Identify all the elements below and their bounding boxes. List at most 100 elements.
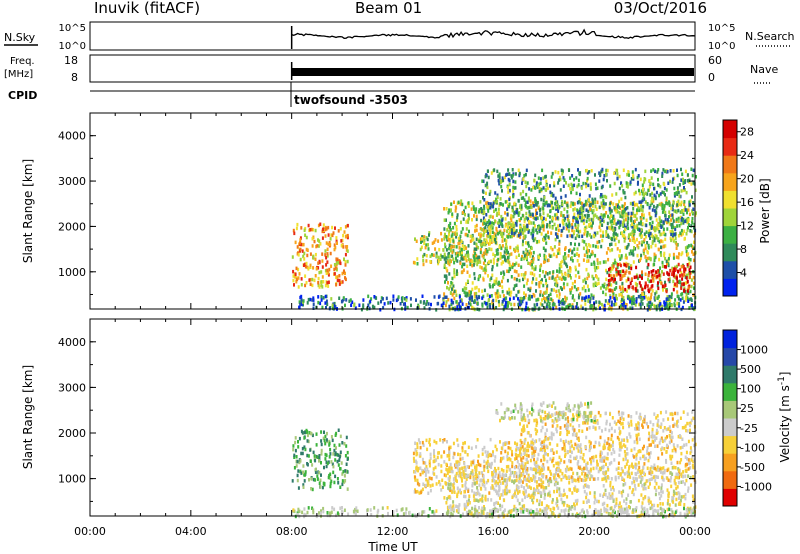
power-cell (654, 296, 657, 300)
power-cell (420, 245, 423, 250)
velocity-cell (343, 474, 346, 478)
power-cell (456, 305, 459, 309)
power-cell (677, 269, 679, 274)
power-cell (605, 268, 608, 273)
velocity-cell (333, 448, 336, 453)
power-cell (570, 190, 573, 195)
power-cell (581, 239, 584, 243)
velocity-cell (573, 502, 575, 506)
power-cell (475, 295, 478, 299)
power-cell (569, 248, 572, 252)
power-cell (683, 208, 685, 212)
power-cell (425, 254, 428, 258)
power-cell (409, 297, 412, 301)
power-cell (656, 170, 659, 174)
power-cell (587, 259, 590, 263)
power-cell (560, 260, 563, 265)
power-cell (575, 191, 578, 196)
velocity-cell (310, 487, 313, 491)
velocity-cell (315, 443, 318, 447)
power-cell (315, 244, 318, 249)
velocity-cell (320, 452, 323, 456)
power-cell (475, 242, 478, 246)
power-cell (302, 303, 304, 307)
power-cell (448, 251, 450, 256)
power-cell (445, 248, 448, 252)
power-cell (625, 253, 627, 258)
power-cell (636, 175, 639, 180)
power-cell (634, 225, 637, 229)
velocity-cell (306, 430, 309, 434)
power-cell (401, 299, 404, 303)
power-cell (558, 242, 561, 246)
power-cell (575, 219, 578, 224)
power-cell (624, 217, 627, 222)
power-cell (615, 293, 618, 298)
power-cell (595, 266, 598, 270)
power-cell (336, 241, 338, 245)
power-cell (468, 301, 470, 305)
power-cell (655, 218, 658, 222)
power-cell (569, 288, 572, 292)
power-cell (590, 293, 593, 297)
power-cell (337, 229, 340, 233)
velocity-cell (646, 510, 649, 514)
power-cell (686, 263, 689, 267)
power-cell (670, 232, 673, 237)
power-cell (455, 300, 458, 304)
power-cell (592, 233, 595, 238)
power-cell (678, 304, 681, 308)
power-cell (654, 243, 657, 248)
power-cell (458, 246, 461, 250)
power-cell (476, 297, 479, 301)
power-cell (507, 235, 509, 239)
power-cell (299, 302, 302, 307)
power-cell (605, 168, 608, 173)
power-cell (568, 303, 571, 308)
velocity-cell (485, 461, 488, 465)
power-cell (558, 239, 561, 244)
power-cell (535, 228, 538, 232)
power-cell (305, 235, 308, 240)
power-cell (513, 263, 516, 267)
velocity-cell (615, 497, 618, 502)
power-cell (362, 305, 365, 310)
power-cell (468, 297, 471, 301)
power-cell (640, 189, 643, 193)
power-cell (649, 236, 651, 240)
power-cell (489, 204, 492, 208)
power-cell (573, 177, 575, 182)
velocity-cell (568, 504, 571, 509)
velocity-cell (503, 478, 506, 482)
power-cell (473, 214, 475, 218)
power-cell (354, 306, 357, 310)
velocity-cell (586, 475, 589, 480)
power-cell (653, 298, 656, 302)
power-cell (596, 282, 599, 286)
power-cell (588, 170, 591, 174)
power-cell (558, 295, 561, 300)
power-cell (651, 289, 654, 293)
power-cell (661, 260, 664, 265)
power-cell (594, 281, 597, 285)
power-cell (317, 300, 320, 305)
velocity-cell (483, 468, 486, 472)
velocity-cell (677, 480, 680, 485)
power-cell (614, 299, 617, 303)
power-cell (634, 247, 637, 251)
velocity-cell (653, 508, 656, 513)
power-cell (594, 173, 596, 177)
velocity-cell (310, 477, 313, 481)
power-cell (621, 204, 624, 208)
power-cell (574, 267, 577, 272)
power-cell (650, 292, 653, 297)
power-cell (467, 250, 469, 254)
power-cell (299, 241, 302, 245)
velocity-cell (676, 485, 679, 489)
power-cell (592, 296, 595, 300)
velocity-cell (481, 452, 484, 456)
velocity-cell (450, 469, 453, 473)
power-cell (667, 277, 670, 282)
power-cell (615, 267, 618, 272)
power-cell (623, 223, 626, 227)
